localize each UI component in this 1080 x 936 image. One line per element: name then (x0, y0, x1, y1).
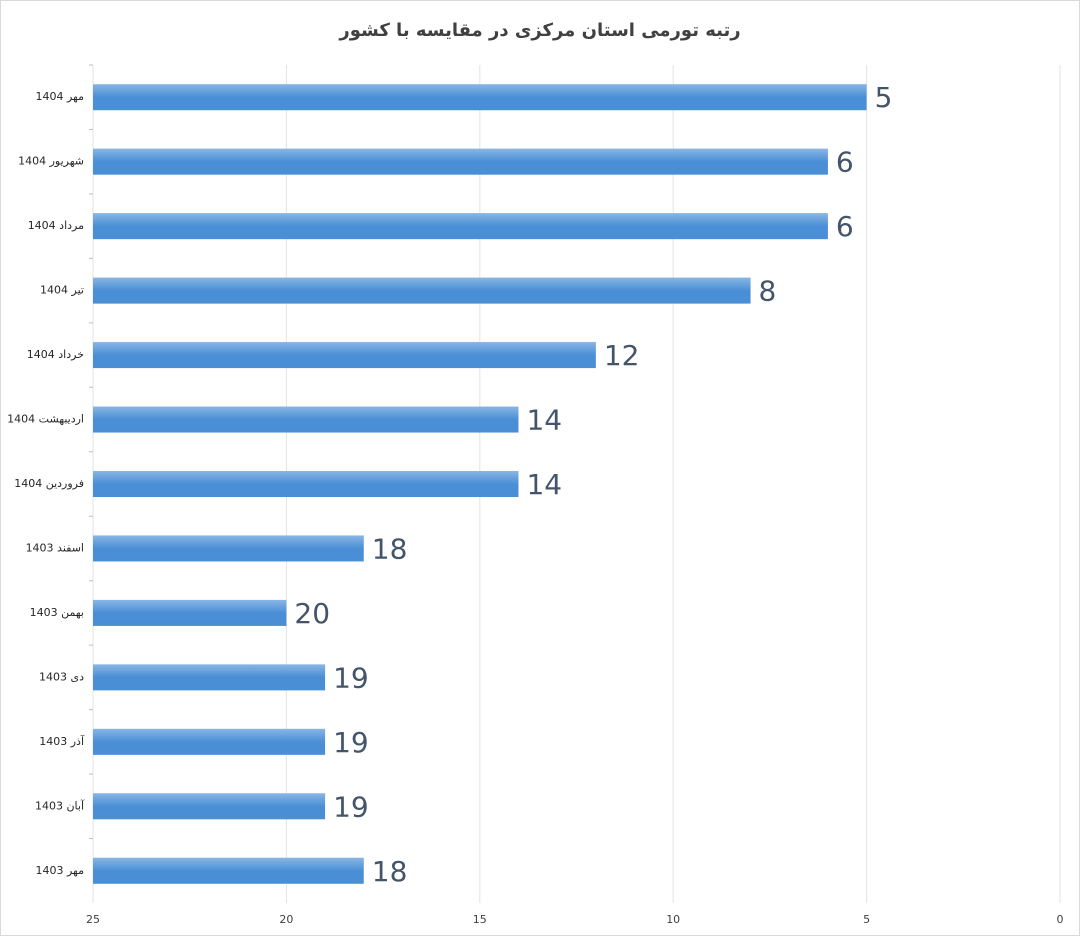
y-tick-label: اسفند 1403 (26, 541, 84, 554)
data-label: 8 (759, 275, 777, 308)
y-tick-label: مرداد 1404 (28, 219, 84, 232)
y-tick-label: شهریور 1404 (18, 155, 84, 168)
x-tick-label: 5 (863, 913, 870, 926)
bar-shine (93, 599, 287, 613)
bar-shine (93, 728, 326, 742)
bar-shine (93, 148, 828, 162)
data-label: 19 (333, 790, 369, 823)
x-tick-label: 20 (279, 913, 293, 926)
data-label: 18 (372, 855, 408, 888)
bar-shine (93, 277, 751, 291)
data-label: 6 (836, 146, 854, 179)
data-label: 18 (372, 532, 408, 565)
data-label: 19 (333, 726, 369, 759)
y-tick-label: دی 1403 (39, 670, 84, 683)
bar-shine (93, 213, 828, 227)
data-label: 14 (526, 404, 562, 437)
bar-shine (93, 857, 364, 871)
chart-title: رتبه تورمی استان مرکزی در مقایسه با کشور (338, 20, 740, 41)
y-tick-label: خرداد 1404 (27, 348, 84, 361)
bar-shine (93, 342, 596, 356)
x-tick-label: 0 (1057, 913, 1064, 926)
y-tick-label: اردیبهشت 1404 (7, 413, 84, 426)
x-tick-label: 25 (86, 913, 100, 926)
y-tick-label: آذر 1403 (39, 734, 85, 748)
bar-shine (93, 84, 867, 98)
y-tick-label: مهر 1403 (35, 864, 84, 877)
y-tick-label: فروردین 1404 (14, 477, 84, 490)
x-tick-label: 10 (666, 913, 680, 926)
x-tick-label: 15 (473, 913, 487, 926)
data-label: 5 (875, 81, 893, 114)
data-label: 20 (294, 597, 330, 630)
y-tick-label: مهر 1404 (35, 90, 84, 103)
bar-shine (93, 471, 519, 484)
data-label: 6 (836, 210, 854, 243)
y-tick-label: تیر 1404 (40, 284, 84, 297)
bar-shine (93, 664, 326, 678)
y-tick-label: آبان 1403 (35, 798, 85, 812)
bar-shine (93, 535, 364, 549)
y-tick-label: بهمن 1403 (30, 606, 84, 619)
bar-shine (93, 793, 326, 807)
data-label: 12 (604, 339, 640, 372)
data-label: 14 (526, 468, 562, 501)
bar-shine (93, 406, 519, 420)
data-label: 19 (333, 661, 369, 694)
